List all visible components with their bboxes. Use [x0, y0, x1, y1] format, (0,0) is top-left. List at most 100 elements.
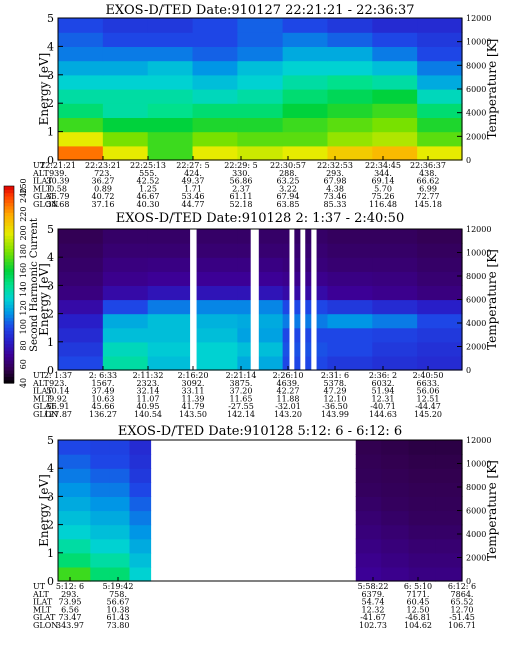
heatmap-cell — [192, 355, 238, 371]
colorbar-swatch — [4, 261, 14, 266]
ephemeris-value: 438. — [419, 169, 437, 178]
ephemeris-value: 50.14 — [47, 387, 70, 396]
heatmap-cell — [282, 131, 329, 147]
heatmap-cell — [417, 271, 463, 286]
heatmap-cell — [58, 32, 104, 47]
ephemeris-value: -41.67 — [360, 613, 386, 622]
y-tick-label: 1 — [47, 336, 54, 349]
colorbar-swatch — [4, 238, 14, 243]
colorbar-swatch — [4, 304, 14, 309]
heatmap-cell — [282, 46, 329, 62]
heatmap-cell — [192, 18, 238, 33]
ephemeris-value: 73.95 — [59, 598, 82, 607]
heatmap-cell — [58, 103, 104, 118]
y2-tick-label: 0 — [466, 366, 471, 375]
heatmap-cell — [355, 510, 382, 526]
y-tick-label: 3 — [47, 490, 54, 503]
colorbar-swatch — [4, 245, 14, 249]
heatmap-cell — [381, 482, 410, 497]
heatmap-cell — [58, 552, 91, 568]
heatmap-cell — [58, 18, 104, 33]
ephemeris-value: 30.39 — [47, 177, 70, 186]
ephemeris-value: 102.73 — [359, 621, 387, 630]
colorbar-swatch — [4, 189, 14, 194]
ephemeris-value: 37.16 — [92, 200, 115, 209]
heatmap-cell — [192, 327, 238, 343]
heatmap-cell — [435, 454, 463, 469]
ephemeris-value: 44.77 — [182, 200, 205, 209]
colorbar-swatch — [4, 320, 14, 325]
heatmap-cell — [129, 552, 152, 568]
heatmap-cell — [381, 454, 410, 469]
heatmap-cell — [147, 285, 194, 301]
data-gap — [190, 229, 197, 370]
ephemeris-value: 7171. — [407, 590, 430, 599]
y2-tick-label: 2000 — [466, 132, 486, 141]
heatmap-cell — [237, 131, 284, 147]
heatmap-cell — [102, 229, 149, 244]
y-tick-label: 2 — [47, 308, 54, 321]
heatmap-cell — [327, 257, 373, 272]
heatmap-cell — [381, 440, 410, 455]
heatmap-cell — [58, 243, 104, 258]
heatmap-cell — [327, 299, 373, 315]
heatmap-cell — [90, 524, 110, 540]
heatmap-cell — [90, 566, 110, 582]
ephemeris-value: 32.14 — [137, 387, 160, 396]
ephemeris-value: 35.79 — [47, 192, 70, 201]
ephemeris-value: 723. — [94, 169, 112, 178]
heatmap-cell — [417, 18, 463, 33]
heatmap-cell — [102, 117, 149, 133]
colorbar-swatch — [4, 379, 14, 384]
heatmap-cell — [109, 468, 131, 483]
heatmap-cell — [147, 257, 194, 272]
y2-tick-label: 2000 — [466, 343, 486, 352]
ephemeris-value: -36.50 — [322, 402, 348, 411]
heatmap-cell — [237, 341, 284, 357]
ephemeris-value: 2:11:32 — [133, 371, 164, 380]
ephemeris-row-label: ALT — [32, 169, 49, 178]
heatmap-cell — [58, 510, 91, 526]
heatmap-cell — [129, 482, 152, 497]
colorbar-swatch — [4, 310, 14, 315]
panel-2: EXOS-D/TED Date:910128 2: 1:37 - 2:40:50… — [32, 211, 499, 419]
ephemeris-value: 46.67 — [137, 192, 160, 201]
heatmap-cell — [435, 440, 463, 455]
heatmap-cell — [435, 552, 463, 568]
heatmap-cell — [408, 482, 436, 497]
y2-tick-label: 4000 — [466, 109, 486, 118]
colorbar-swatch — [4, 323, 14, 328]
colorbar-swatch — [4, 281, 14, 286]
heatmap-cell — [355, 566, 382, 582]
ephemeris-row-label: GLON — [33, 621, 58, 630]
heatmap-cell — [90, 496, 110, 512]
colorbar-swatch — [4, 314, 14, 318]
heatmap-cell — [147, 89, 194, 104]
heatmap-cell — [282, 299, 329, 315]
heatmap-cell — [90, 552, 110, 568]
heatmap-cell — [192, 341, 238, 357]
heatmap-cell — [58, 496, 91, 512]
heatmap-cells — [58, 18, 463, 161]
y-tick-label: 0 — [47, 154, 54, 167]
heatmap-cell — [58, 355, 104, 371]
heatmap-cell — [417, 131, 463, 147]
colorbar-swatch — [4, 186, 14, 190]
heatmap-cell — [192, 145, 238, 161]
ephemeris-row-label: MLT — [33, 394, 52, 403]
ephemeris-value: 555. — [139, 169, 157, 178]
heatmap-cell — [237, 313, 284, 329]
ephemeris-value: 56.86 — [230, 177, 253, 186]
colorbar-swatch — [4, 251, 14, 256]
heatmap-cell — [372, 89, 418, 104]
heatmap-cell — [237, 89, 284, 104]
heatmap-cell — [58, 229, 104, 244]
heatmap-cell — [355, 468, 382, 483]
heatmap-cell — [109, 552, 131, 568]
heatmap-cell — [381, 552, 410, 568]
heatmap-cell — [58, 271, 104, 286]
heatmap-cell — [237, 60, 284, 76]
heatmap-cell — [102, 299, 149, 315]
heatmap-cell — [282, 313, 329, 329]
y-tick-label: 3 — [47, 279, 54, 292]
